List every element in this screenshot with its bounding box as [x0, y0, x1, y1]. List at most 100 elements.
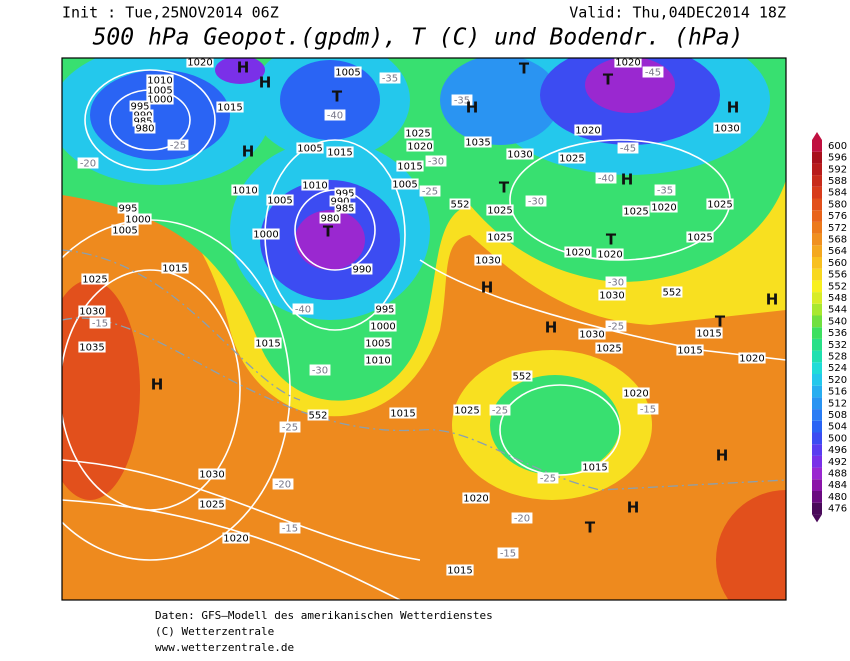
pressure-center: H [621, 171, 634, 189]
temperature-label: -25 [492, 406, 508, 417]
isobar-label: 1020 [187, 58, 212, 69]
isobar-label: 1030 [507, 150, 532, 161]
pressure-center: H [627, 499, 640, 517]
isobar-label: 995 [118, 204, 137, 215]
label-box [605, 276, 627, 288]
label-box [614, 56, 642, 68]
label-box [506, 148, 534, 160]
colorbar: 4764804844884924965005045085125165205245… [812, 132, 847, 523]
isobar-label: 1015 [327, 148, 352, 159]
pressure-center: T [499, 179, 510, 197]
temperature-label: -35 [657, 186, 673, 197]
colorbar-label: 512 [828, 398, 847, 409]
colorbar-label: 492 [828, 457, 847, 468]
colorbar-label: 488 [828, 468, 847, 479]
label-box [292, 303, 314, 315]
temperature-label: -25 [422, 187, 438, 198]
isobar-label: 985 [133, 117, 152, 128]
label-box [77, 157, 99, 169]
temperature-label: -40 [598, 174, 614, 185]
colorbar-swatch [812, 362, 822, 374]
label-box [129, 100, 151, 112]
footer-line: (C) Wetterzentrale [155, 625, 274, 638]
colorbar-label: 564 [828, 246, 847, 257]
isobar-label: 1025 [487, 206, 512, 217]
label-box [451, 94, 473, 106]
isobar-label: 1020 [739, 354, 764, 365]
label-box [111, 224, 139, 236]
colorbar-swatch [812, 175, 822, 187]
isobar-label: 1005 [365, 339, 390, 350]
label-box [272, 478, 294, 490]
colorbar-swatch [812, 245, 822, 257]
colorbar-label: 584 [828, 188, 847, 199]
isobar-label: 552 [450, 200, 469, 211]
label-box [167, 139, 189, 151]
footer-line: Daten: GFS–Modell des amerikanischen Wet… [155, 609, 493, 622]
temperature-label: -45 [620, 144, 636, 155]
map-labels: 1020101010051000995990985980-25-201015HH… [77, 56, 778, 577]
label-box [446, 564, 474, 576]
label-box [642, 66, 664, 78]
colorbar-swatch [812, 163, 822, 176]
temperature-label: -15 [640, 405, 656, 416]
label-box [146, 93, 174, 105]
label-box [474, 254, 502, 266]
temperature-label: -30 [608, 278, 624, 289]
colorbar-swatch [812, 374, 822, 386]
temperature-label: -45 [645, 68, 661, 79]
isobar-label: 1035 [79, 343, 104, 354]
pressure-center: H [259, 74, 272, 92]
temperature-label: -40 [327, 111, 343, 122]
colorbar-label: 540 [828, 316, 847, 327]
colorbar-swatch [812, 432, 822, 445]
label-box [497, 547, 519, 559]
temperature-label: -25 [608, 322, 624, 333]
isobar-label: 1025 [405, 129, 430, 140]
isobar-label: 1020 [623, 389, 648, 400]
temperature-label: -30 [312, 366, 328, 377]
colorbar-swatch [812, 151, 822, 164]
temperature-label: -30 [428, 157, 444, 168]
isobar-label: 990 [330, 197, 349, 208]
colorbar-label: 560 [828, 258, 847, 269]
label-box [511, 512, 533, 524]
label-box [89, 317, 111, 329]
label-box [364, 337, 392, 349]
isobar-label: 1025 [454, 406, 479, 417]
label-box [595, 342, 623, 354]
colorbar-swatch [812, 257, 822, 269]
label-box [453, 404, 481, 416]
colorbar-label: 568 [828, 234, 847, 245]
label-box [654, 184, 676, 196]
colorbar-label: 548 [828, 293, 847, 304]
isobar-label: 1015 [217, 103, 242, 114]
colorbar-swatch [812, 233, 822, 246]
label-box [374, 303, 396, 315]
isobar-label: 1025 [596, 344, 621, 355]
pressure-center: H [242, 143, 255, 161]
init-time: Init : Tue,25NOV2014 06Z [62, 4, 279, 22]
isobar-label: 1000 [125, 215, 150, 226]
isobar-label: 995 [375, 305, 394, 316]
isobar-label: 1030 [79, 307, 104, 318]
isobar-label: 1025 [687, 233, 712, 244]
colorbar-label: 484 [828, 480, 847, 491]
label-box [132, 115, 154, 127]
isobar-label: 1020 [575, 126, 600, 137]
colorbar-label: 520 [828, 375, 847, 386]
colorbar-label: 588 [828, 176, 847, 187]
pressure-center: H [466, 99, 479, 117]
label-box [449, 198, 471, 210]
pressure-center: H [237, 59, 250, 77]
valid-time: Valid: Thu,04DEC2014 18Z [569, 4, 786, 22]
isobar-label: 552 [308, 411, 327, 422]
label-box [309, 364, 331, 376]
colorbar-swatch [812, 315, 822, 328]
colorbar-label: 500 [828, 433, 847, 444]
label-box [124, 213, 152, 225]
colorbar-swatch [812, 327, 822, 339]
isobar-label: 1020 [223, 534, 248, 545]
